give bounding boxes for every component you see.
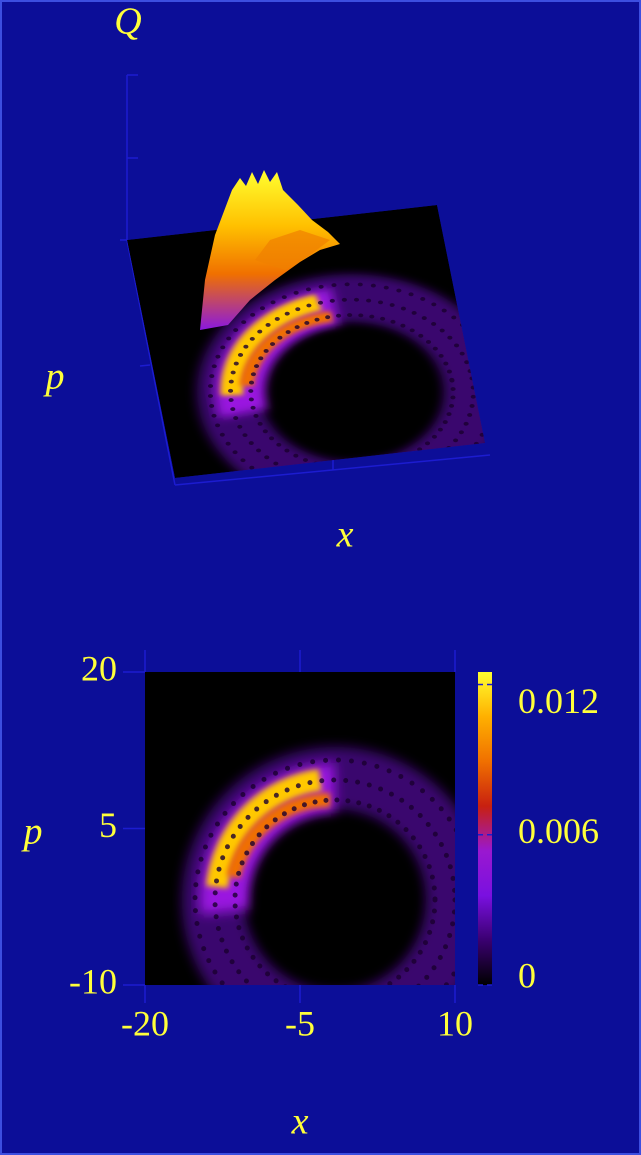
colorbar (478, 672, 492, 985)
y-label: p (43, 356, 65, 398)
surface-ridge (255, 230, 330, 270)
x-tick-label: -5 (285, 1003, 315, 1043)
y-label: p (21, 811, 43, 853)
x-tick-label: -20 (121, 1003, 169, 1043)
colorbar-tick-label: 0 (518, 955, 536, 995)
colorbar-tick-label: 0.012 (518, 681, 599, 721)
p-tick (139, 364, 151, 367)
y-tick-label: 20 (81, 648, 117, 688)
z-label: Q (114, 1, 141, 43)
surface-floor (127, 203, 513, 520)
x-label: x (291, 1101, 309, 1143)
heatmap (145, 672, 475, 1040)
surface-plot: Q p x (43, 1, 513, 556)
y-tick-label: -10 (69, 961, 117, 1001)
x-label: x (336, 514, 354, 556)
y-tick-label: 5 (99, 805, 117, 845)
p-axis (126, 239, 176, 486)
heatmap-plot: p x (21, 672, 476, 1143)
x-tick-label: 10 (437, 1003, 473, 1043)
colorbar-tick-label: 0.006 (518, 811, 599, 851)
